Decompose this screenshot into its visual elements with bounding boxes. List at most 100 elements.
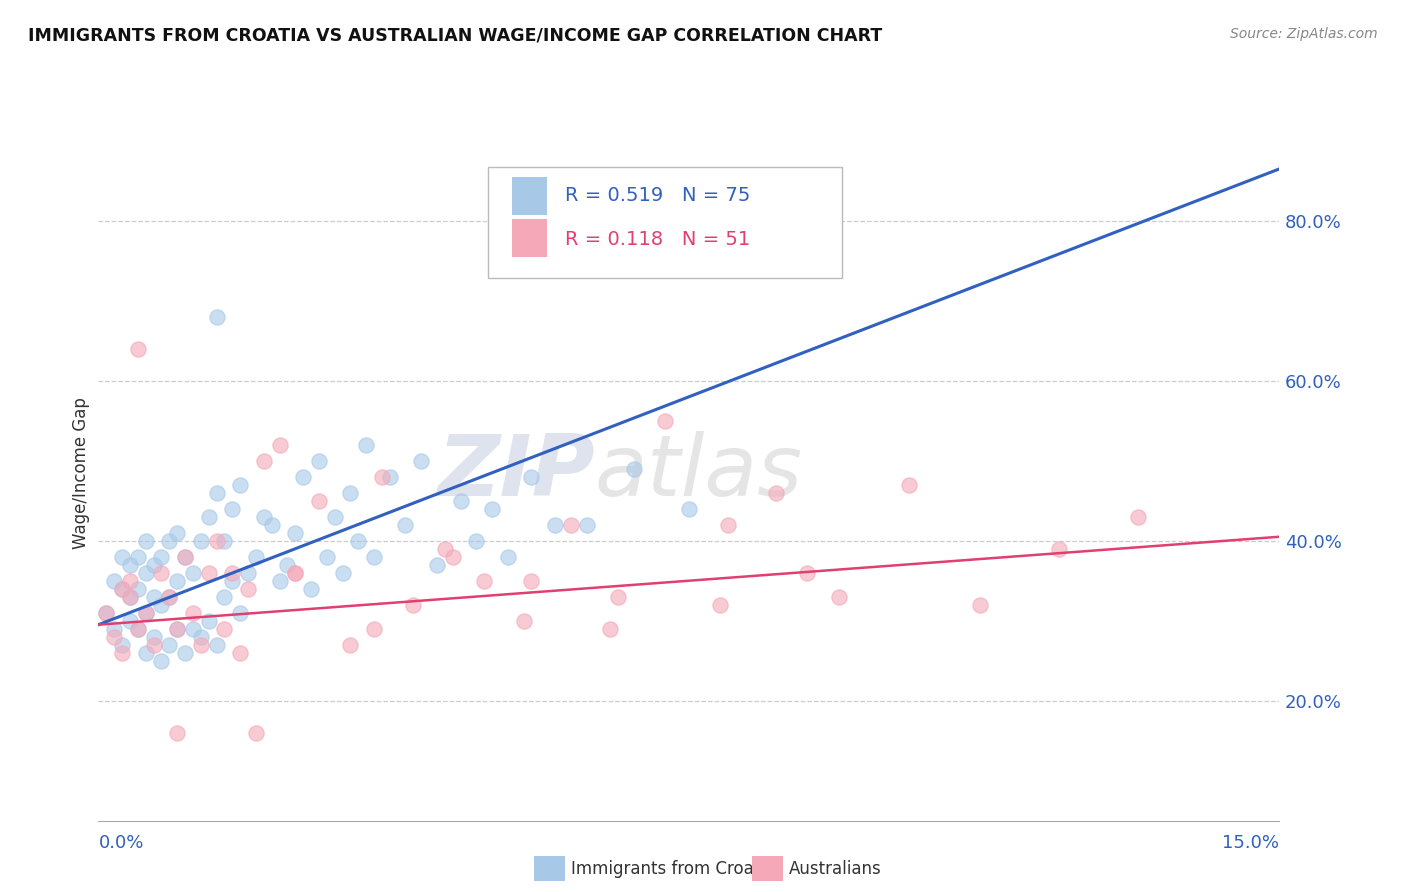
Point	[465, 533, 488, 548]
Point	[166, 622, 188, 636]
Point	[520, 469, 543, 483]
Point	[378, 469, 401, 483]
Point	[190, 638, 212, 652]
Point	[181, 566, 204, 580]
Point	[127, 549, 149, 564]
Point	[166, 622, 188, 636]
Point	[623, 462, 645, 476]
Point	[292, 469, 315, 483]
Point	[127, 342, 149, 356]
Point	[135, 533, 157, 548]
Point	[678, 501, 700, 516]
Point	[253, 454, 276, 468]
Point	[236, 582, 259, 596]
Point	[111, 582, 134, 596]
Point	[221, 574, 243, 588]
Point	[174, 646, 197, 660]
Point	[118, 590, 141, 604]
Point	[308, 493, 330, 508]
Point	[284, 566, 307, 580]
Point	[111, 549, 134, 564]
Point	[135, 606, 157, 620]
Point	[520, 574, 543, 588]
Point	[118, 614, 141, 628]
Point	[308, 454, 330, 468]
Point	[269, 438, 291, 452]
Point	[166, 725, 188, 739]
Point	[166, 525, 188, 540]
Point	[142, 590, 165, 604]
Point	[560, 517, 582, 532]
Point	[796, 566, 818, 580]
Point	[118, 574, 141, 588]
Point	[142, 638, 165, 652]
Point	[599, 622, 621, 636]
Point	[323, 509, 346, 524]
Text: ZIP: ZIP	[437, 431, 595, 515]
Point	[827, 590, 849, 604]
Point	[221, 501, 243, 516]
Point	[190, 630, 212, 644]
Point	[157, 533, 180, 548]
Point	[103, 574, 125, 588]
Point	[157, 590, 180, 604]
Text: atlas: atlas	[595, 431, 803, 515]
Point	[339, 485, 361, 500]
Point	[441, 549, 464, 564]
Point	[402, 598, 425, 612]
Text: 15.0%: 15.0%	[1222, 834, 1279, 852]
Point	[197, 509, 219, 524]
Text: 0.0%: 0.0%	[98, 834, 143, 852]
Point	[166, 574, 188, 588]
Point	[181, 606, 204, 620]
Point	[150, 654, 173, 668]
Point	[96, 606, 118, 620]
Point	[150, 598, 173, 612]
Point	[229, 606, 252, 620]
Point	[96, 606, 118, 620]
Point	[150, 566, 173, 580]
Point	[236, 566, 259, 580]
Point	[150, 549, 173, 564]
Point	[253, 509, 276, 524]
Point	[354, 438, 377, 452]
Point	[607, 590, 630, 604]
Point	[654, 414, 676, 428]
Point	[363, 549, 385, 564]
Point	[118, 558, 141, 572]
Point	[127, 582, 149, 596]
Point	[347, 533, 370, 548]
Point	[284, 525, 307, 540]
Text: Source: ZipAtlas.com: Source: ZipAtlas.com	[1230, 27, 1378, 41]
Point	[111, 638, 134, 652]
Point	[135, 646, 157, 660]
Point	[103, 622, 125, 636]
Point	[127, 622, 149, 636]
Point	[472, 574, 495, 588]
Point	[709, 598, 731, 612]
Point	[1126, 509, 1149, 524]
Point	[315, 549, 337, 564]
Point	[142, 558, 165, 572]
Point	[214, 590, 236, 604]
Point	[181, 622, 204, 636]
Point	[969, 598, 991, 612]
Point	[339, 638, 361, 652]
Point	[157, 638, 180, 652]
Point	[197, 614, 219, 628]
Point	[229, 646, 252, 660]
Point	[481, 501, 503, 516]
Point	[544, 517, 567, 532]
Point	[898, 477, 921, 491]
Point	[205, 638, 228, 652]
Text: R = 0.519   N = 75: R = 0.519 N = 75	[565, 186, 751, 205]
Point	[127, 622, 149, 636]
Point	[157, 590, 180, 604]
Point	[197, 566, 219, 580]
Point	[229, 477, 252, 491]
Point	[111, 582, 134, 596]
Point	[284, 566, 307, 580]
Y-axis label: Wage/Income Gap: Wage/Income Gap	[72, 397, 90, 549]
Point	[269, 574, 291, 588]
FancyBboxPatch shape	[512, 177, 547, 215]
